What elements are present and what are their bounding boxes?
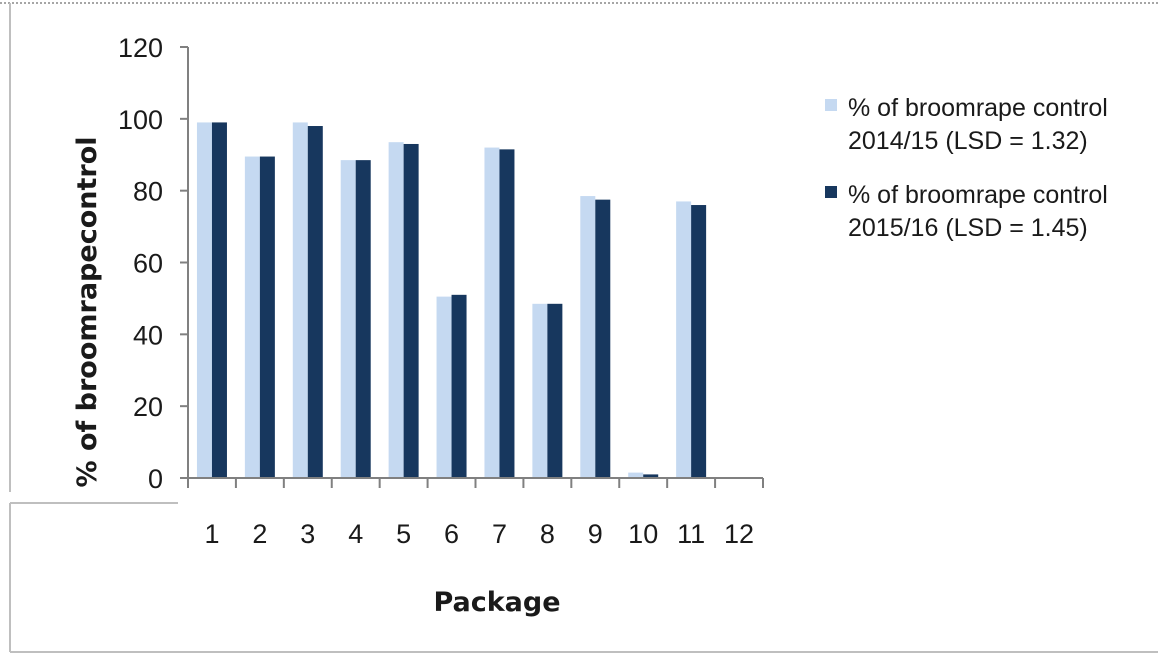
legend: % of broomrape control 2014/15 (LSD = 1.3… — [825, 94, 1108, 242]
legend-swatch-1 — [825, 99, 837, 111]
y-axis-title: % of broomrapecontrol — [72, 137, 103, 488]
bar-series-1-package-1 — [196, 122, 212, 479]
y-tick-label: 100 — [118, 105, 163, 135]
x-axis-title: Package — [433, 587, 560, 618]
x-tick-label: 5 — [396, 519, 411, 549]
x-tick-label: 1 — [204, 519, 219, 549]
y-tick-label: 40 — [133, 320, 163, 350]
legend-label-1: % of broomrape control 2014/15 (LSD = 1.3… — [848, 94, 1108, 155]
bar-series-2-package-8 — [547, 303, 563, 478]
bar-series-2-package-10 — [643, 474, 659, 478]
legend-label-2: % of broomrape control 2015/16 (LSD = 1.4… — [848, 181, 1108, 242]
y-tick-label: 20 — [133, 392, 163, 422]
bar-series-2-package-4 — [355, 160, 371, 478]
bar-series-1-package-2 — [244, 156, 260, 478]
bar-series-1-package-10 — [628, 472, 644, 478]
bar-series-1-package-8 — [532, 303, 548, 478]
legend-swatch-2 — [825, 186, 837, 198]
bar-series-1-package-9 — [580, 196, 596, 478]
bar-series-1-package-5 — [388, 142, 404, 478]
x-tick-label: 10 — [628, 519, 658, 549]
bars-group — [196, 122, 707, 479]
x-tick-label: 9 — [588, 519, 603, 549]
x-tick-label: 12 — [724, 519, 754, 549]
bar-series-1-package-3 — [292, 122, 308, 479]
y-tick-label: 80 — [133, 177, 163, 207]
bar-series-2-package-7 — [499, 149, 515, 479]
bar-series-2-package-9 — [595, 199, 611, 479]
bar-series-2-package-11 — [691, 205, 707, 479]
x-tick-label: 6 — [444, 519, 459, 549]
x-tick-label: 7 — [492, 519, 507, 549]
bar-series-2-package-2 — [259, 156, 275, 478]
bar-series-1-package-11 — [676, 201, 692, 479]
bar-series-2-package-5 — [403, 143, 419, 478]
bar-series-1-package-4 — [340, 160, 356, 478]
x-tick-label: 11 — [677, 519, 705, 549]
x-tick-label: 8 — [540, 519, 555, 549]
bar-series-2-package-3 — [307, 126, 323, 479]
x-axis-ticks: 1 2 3 4 5 6 7 8 9 10 11 12 — [187, 478, 764, 549]
y-tick-label: 120 — [118, 33, 163, 63]
x-tick-label: 4 — [348, 519, 363, 549]
bar-series-1-package-7 — [484, 147, 500, 479]
x-tick-label: 3 — [300, 519, 315, 549]
bar-series-2-package-1 — [211, 122, 227, 479]
bar-series-2-package-6 — [451, 294, 467, 478]
y-tick-label: 0 — [148, 464, 163, 494]
y-axis-ticks: 0 20 40 60 80 100 120 — [118, 33, 188, 494]
x-tick-label: 2 — [252, 519, 267, 549]
y-tick-label: 60 — [133, 249, 163, 279]
bar-series-1-package-6 — [436, 296, 452, 478]
